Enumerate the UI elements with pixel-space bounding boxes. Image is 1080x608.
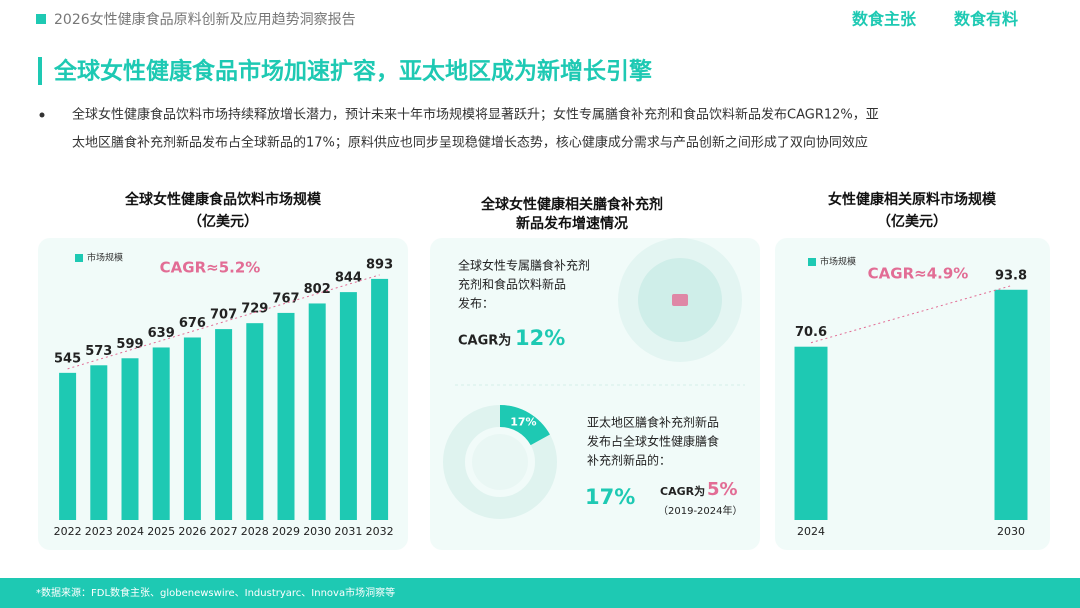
value-label: 767: [272, 291, 299, 306]
value-label: 545: [54, 351, 81, 366]
stat-prefix: CAGR为: [458, 333, 511, 349]
header-marker: [36, 14, 46, 24]
stat-text: 发布：: [458, 296, 494, 311]
x-tick-label: 2032: [366, 525, 394, 538]
value-label: 802: [304, 282, 331, 297]
chart-subtitle: （亿美元）: [877, 213, 947, 230]
report-title: 2026女性健康食品原料创新及应用趋势洞察报告: [54, 11, 356, 28]
chart-title: 全球女性健康食品饮料市场规模: [124, 191, 322, 208]
bar: [994, 289, 1028, 520]
legend-label: 市场规模: [87, 252, 123, 264]
footer-source: *数据来源：FDL数食主张、globenewswire、Industryarc、…: [36, 586, 395, 599]
bar: [215, 329, 233, 520]
headline: 全球女性健康食品市场加速扩容，亚太地区成为新增长引擎: [53, 58, 652, 85]
cagr-annotation: CAGR≈4.9%: [868, 265, 969, 283]
bullet-dot: [39, 112, 45, 118]
chart-subtitle: （亿美元）: [188, 213, 258, 230]
value-label: 707: [210, 308, 237, 323]
value-label: 844: [335, 271, 362, 286]
footer-band: [0, 578, 1080, 608]
x-tick-label: 2027: [210, 525, 238, 538]
bar: [152, 347, 170, 520]
bar: [59, 372, 77, 520]
stat-text: 补充剂新品的：: [587, 453, 671, 468]
bar: [371, 278, 389, 520]
x-tick-label: 2028: [241, 525, 269, 538]
value-label: 676: [179, 316, 206, 331]
donut: 17%: [443, 405, 557, 519]
x-tick-label: 2025: [147, 525, 175, 538]
bar: [90, 365, 108, 520]
value-label: 599: [116, 337, 143, 352]
value-label: 93.8: [995, 268, 1027, 283]
stat-value: 5%: [707, 479, 738, 500]
stat-text: 充剂和食品饮料新品: [458, 277, 566, 292]
bar: [121, 358, 139, 520]
headline-bar: [38, 57, 42, 85]
x-tick-label: 2024: [116, 525, 144, 538]
bar: [183, 337, 201, 520]
logo: 数食有料: [954, 10, 1018, 29]
bar: [339, 292, 357, 520]
panel-title: 新品发布增速情况: [516, 215, 628, 232]
trend-line: [67, 274, 380, 370]
bar: [277, 312, 295, 520]
x-tick-label: 2030: [997, 525, 1025, 538]
bar: [308, 303, 326, 520]
x-tick-label: 2023: [85, 525, 113, 538]
stat-text: 发布占全球女性健康膳食: [587, 434, 719, 449]
value-label: 729: [241, 302, 268, 317]
panel: [775, 238, 1050, 550]
bullet-text: 全球女性健康食品饮料市场持续释放增长潜力，预计未来十年市场规模将显著跃升；女性专…: [72, 107, 879, 123]
donut-label: 17%: [510, 415, 536, 428]
stat-value: 12%: [515, 326, 565, 350]
stat-prefix: CAGR为: [660, 484, 705, 498]
donut-center: [472, 434, 528, 490]
logo: 数食主张: [852, 10, 917, 29]
bullet-text: 太地区膳食补充剂新品发布占全球新品的17%；原料供应也同步呈现稳健增长态势，核心…: [72, 135, 868, 151]
stat-text: 全球女性专属膳食补充剂: [458, 258, 590, 273]
x-tick-label: 2029: [272, 525, 300, 538]
x-tick-label: 2030: [303, 525, 331, 538]
panel-title: 全球女性健康相关膳食补充剂: [480, 196, 663, 213]
cagr-annotation: CAGR≈5.2%: [160, 259, 261, 277]
legend-label: 市场规模: [820, 256, 856, 268]
value-label: 70.6: [795, 325, 827, 340]
value-label: 573: [85, 344, 112, 359]
stat-text: 亚太地区膳食补充剂新品: [587, 415, 719, 430]
chart-title: 女性健康相关原料市场规模: [828, 191, 997, 208]
stat-period: （2019-2024年）: [658, 504, 743, 517]
x-tick-label: 2022: [54, 525, 82, 538]
donut-slice: [500, 405, 550, 446]
x-tick-label: 2024: [797, 525, 825, 538]
bar: [794, 346, 828, 520]
legend-swatch: [808, 258, 816, 266]
legend-swatch: [75, 254, 83, 262]
x-tick-label: 2026: [178, 525, 206, 538]
value-label: 639: [148, 326, 175, 341]
bar: [246, 323, 264, 520]
value-label: 893: [366, 257, 393, 272]
stat-value: 17%: [585, 485, 635, 509]
x-tick-label: 2031: [334, 525, 362, 538]
globe-icon: [672, 294, 688, 306]
